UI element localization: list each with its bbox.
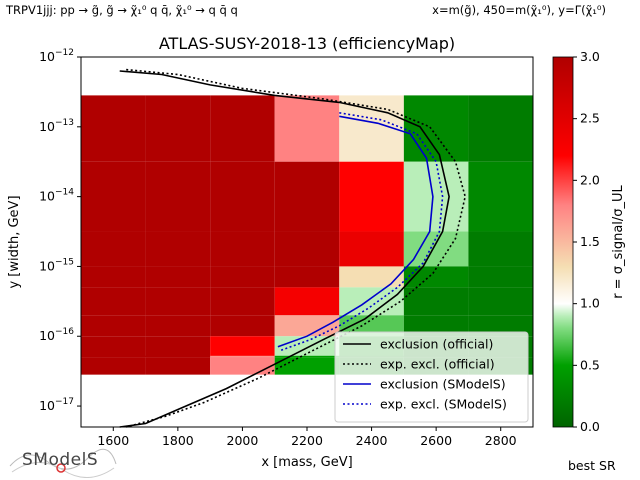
- heatmap-cell: [339, 287, 404, 316]
- heatmap-cell: [468, 231, 533, 267]
- heatmap-cell: [339, 231, 404, 267]
- heatmap-cell: [210, 336, 275, 358]
- axis-mapping-note: x=m(g̃), 450=m(χ̃₁⁰), y=Γ(χ̃₁⁰): [432, 3, 606, 17]
- heatmap-cell: [339, 266, 404, 288]
- legend-label: exclusion (SModelS): [380, 377, 506, 392]
- heatmap-cell: [210, 266, 275, 288]
- colorbar-tick-label: 0.0: [580, 419, 600, 434]
- legend-label: exp. excl. (SModelS): [380, 397, 507, 412]
- y-tick-label: 10−15: [39, 257, 74, 273]
- colorbar: 0.0 0.5 1.0 1.5 2.0 2.5 3.0: [552, 49, 600, 434]
- legend-label: exclusion (official): [380, 337, 493, 352]
- exclusion-curves: [119, 68, 467, 428]
- colorbar-tick-label: 1.0: [580, 296, 600, 311]
- heatmap-cell: [468, 287, 533, 316]
- x-tick-label: 2200: [291, 433, 323, 448]
- heatmap-cell: [210, 357, 275, 375]
- colorbar-gradient: [552, 56, 574, 428]
- heatmap-cell: [145, 231, 211, 267]
- heatmap-cell: [210, 231, 275, 267]
- colorbar-label: r = σ_signal/σ_UL: [611, 184, 626, 298]
- heatmap-cell: [81, 161, 146, 232]
- heatmap-cell: [468, 315, 533, 337]
- legend-label: exp. excl. (official): [380, 357, 495, 372]
- heatmap-cell: [274, 266, 340, 288]
- x-tick-label: 2000: [227, 433, 259, 448]
- heatmap-cell: [339, 315, 404, 337]
- heatmap-cell: [145, 95, 211, 162]
- series-line: [277, 115, 434, 348]
- y-tick-label: 10−17: [39, 397, 74, 413]
- heatmap-cell: [339, 161, 404, 232]
- y-tick-label: 10−16: [39, 327, 74, 343]
- model-description: TRPV1jjj: pp → g̃, g̃ → χ̃₁⁰ q q̄, χ̃₁⁰ …: [6, 3, 238, 17]
- x-axis: 1600 1800 2000 2200 2400 2600 2800: [97, 427, 517, 448]
- heatmap-cell: [468, 266, 533, 288]
- smodels-logo: [9, 448, 117, 478]
- heatmap-cell: [274, 161, 340, 232]
- heatmap-cell: [274, 315, 340, 337]
- y-tick-label: 10−12: [39, 48, 74, 64]
- heatmap-cell: [403, 161, 469, 232]
- heatmap-cell: [210, 287, 275, 316]
- heatmap-cell: [81, 357, 146, 375]
- heatmap-cell: [81, 336, 146, 358]
- x-tick-label: 2400: [356, 433, 388, 448]
- heatmap-cell: [145, 161, 211, 232]
- heatmap-cell: [403, 315, 469, 337]
- heatmap-cell: [81, 95, 146, 162]
- y-axis-label: y [width, GeV]: [7, 195, 22, 288]
- heatmap-cell: [145, 287, 211, 316]
- heatmap-cell: [403, 95, 469, 162]
- heatmap-cell: [210, 95, 275, 162]
- x-tick-label: 1600: [97, 433, 129, 448]
- best-sr-label: best SR: [568, 458, 616, 473]
- series-line: [280, 112, 444, 351]
- colorbar-tick-label: 2.0: [580, 172, 600, 187]
- colorbar-tick-label: 0.5: [580, 357, 600, 372]
- chart-title: ATLAS-SUSY-2018-13 (efficiencyMap): [158, 34, 456, 53]
- x-axis-label: x [mass, GeV]: [261, 455, 353, 470]
- y-tick-label: 10−14: [39, 188, 74, 204]
- legend: exclusion (official) exp. excl. (official…: [334, 331, 529, 423]
- x-tick-label: 2800: [485, 433, 517, 448]
- x-tick-label: 2600: [420, 433, 452, 448]
- series-line: [125, 68, 467, 428]
- heatmap-cell: [274, 355, 340, 358]
- colorbar-tick-label: 1.5: [580, 234, 600, 249]
- heatmap-cell: [274, 95, 340, 162]
- heatmap-cell: [81, 355, 146, 358]
- heatmap-cell: [145, 357, 211, 375]
- heatmap-cell: [145, 315, 211, 337]
- heatmap-cell: [468, 95, 533, 162]
- heatmap-cell: [145, 336, 211, 358]
- heatmap-cell: [403, 266, 469, 288]
- legend-box: [334, 331, 529, 423]
- x-tick-label: 1800: [162, 433, 194, 448]
- y-tick-label: 10−13: [39, 118, 74, 134]
- heatmap-cell: [81, 287, 146, 316]
- heatmap-cell: [210, 315, 275, 337]
- series-line: [119, 70, 450, 428]
- heatmap-cell: [403, 231, 469, 267]
- heatmap-cell: [145, 266, 211, 288]
- heatmap-cell: [210, 161, 275, 232]
- heatmap-cell: [274, 336, 340, 358]
- colorbar-tick-label: 2.5: [580, 111, 600, 126]
- logo-text: SModelS: [22, 450, 99, 470]
- colorbar-tick-label: 3.0: [580, 49, 600, 64]
- heatmap-cell: [81, 231, 146, 267]
- y-axis: 10−17 10−16 10−15 10−14 10−13 10−12: [39, 48, 81, 413]
- heatmap-cell: [274, 231, 340, 267]
- heatmap-cell: [274, 357, 340, 375]
- heatmap-cell: [81, 315, 146, 337]
- heatmap-cell: [468, 161, 533, 232]
- heatmap-cell: [403, 287, 469, 316]
- heatmap-cell: [274, 287, 340, 316]
- heatmap-cell: [145, 355, 211, 358]
- heatmap-cell: [210, 355, 275, 358]
- heatmap-cell: [81, 266, 146, 288]
